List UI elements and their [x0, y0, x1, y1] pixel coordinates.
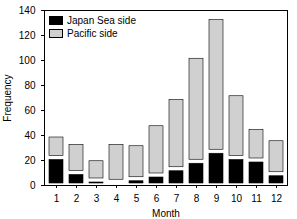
svg-text:60: 60 — [24, 105, 36, 116]
svg-text:Month: Month — [152, 208, 180, 219]
svg-text:6: 6 — [154, 193, 160, 204]
html-text:Japan Sea side: Japan Sea side — [67, 15, 136, 26]
svg-text:11: 11 — [251, 193, 262, 204]
svg-text:4: 4 — [114, 193, 120, 204]
svg-text:10: 10 — [231, 193, 243, 204]
svg-text:3: 3 — [94, 193, 100, 204]
svg-text:8: 8 — [194, 193, 200, 204]
svg-text:5: 5 — [134, 193, 140, 204]
svg-text:Frequency: Frequency — [2, 74, 13, 121]
svg-text:7: 7 — [174, 193, 180, 204]
svg-text:120: 120 — [19, 30, 36, 41]
svg-text:0: 0 — [30, 180, 36, 191]
svg-text:20: 20 — [24, 155, 36, 166]
svg-text:9: 9 — [214, 193, 220, 204]
svg-text:12: 12 — [271, 193, 283, 204]
svg-text:100: 100 — [19, 55, 36, 66]
svg-text:140: 140 — [19, 5, 36, 16]
svg-text:1: 1 — [54, 193, 60, 204]
svg-text:80: 80 — [24, 80, 36, 91]
svg-text:40: 40 — [24, 130, 36, 141]
svg-text:2: 2 — [74, 193, 80, 204]
html-text:Pacific side: Pacific side — [67, 28, 118, 39]
